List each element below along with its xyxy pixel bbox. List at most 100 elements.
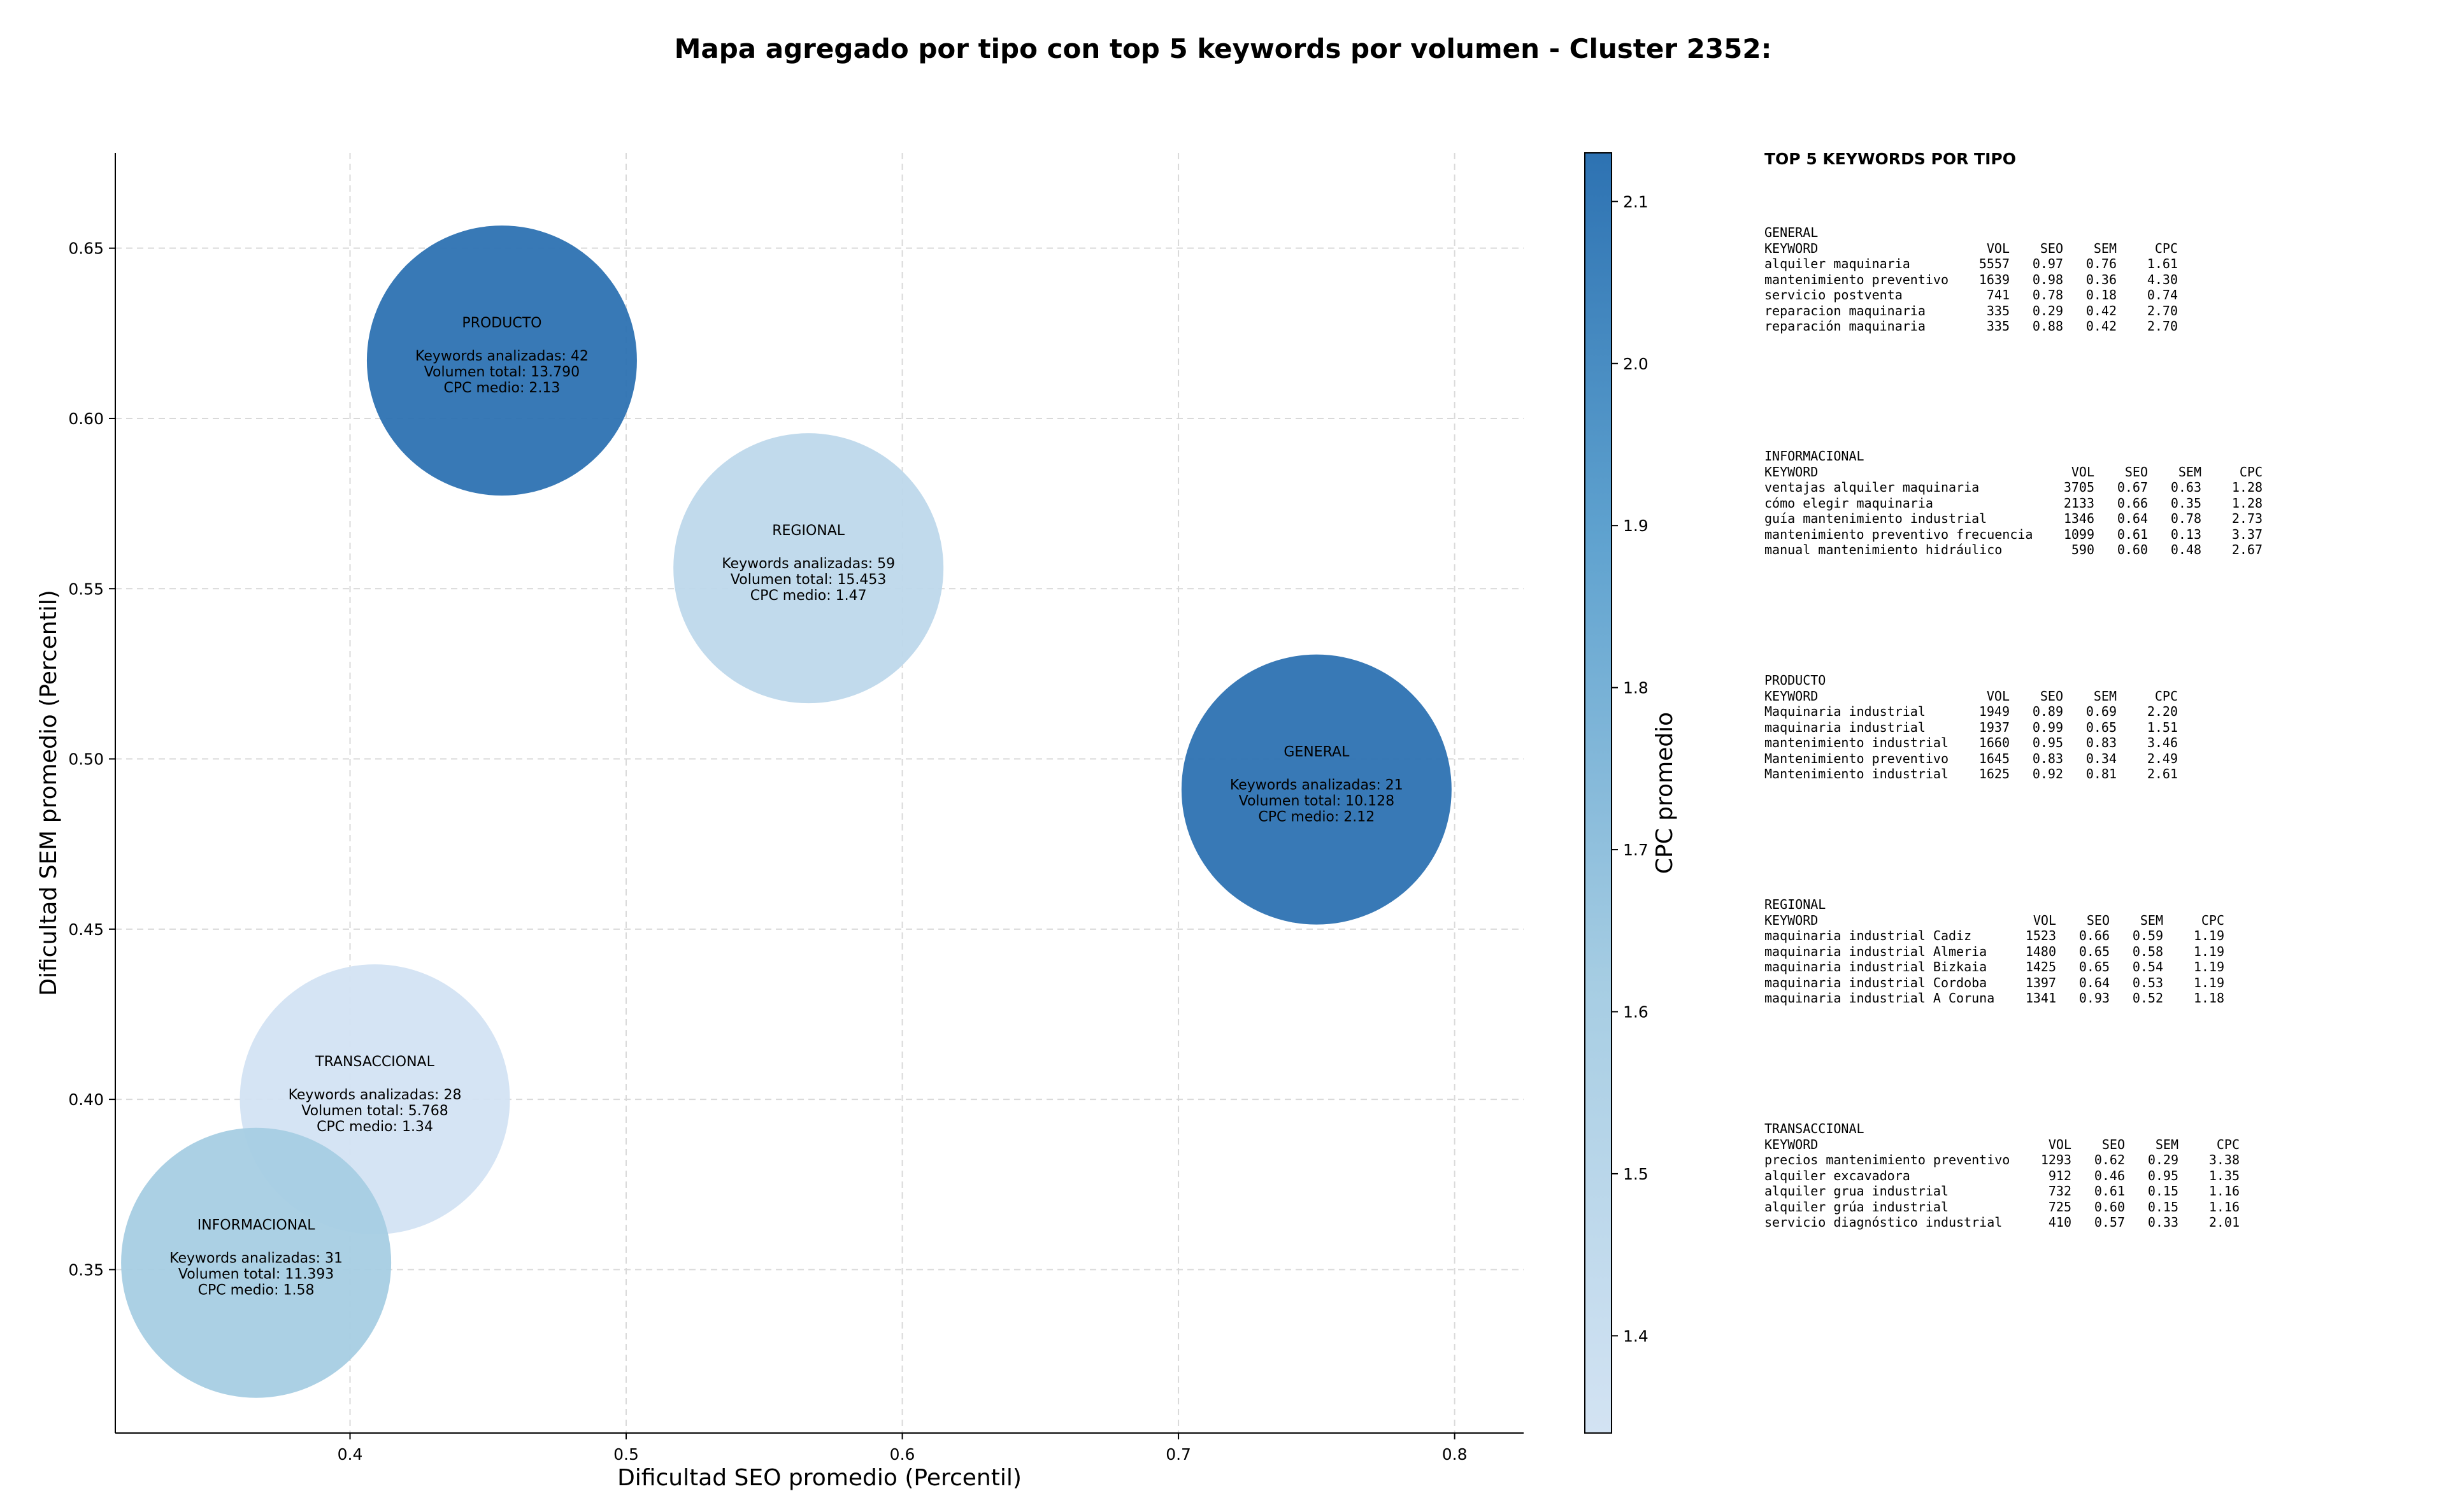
value-cell: 0.61 [2117,526,2148,542]
value-cell: 0.59 [2132,928,2163,943]
keyword-cell: ventajas alquiler maquinaria [1764,480,1980,495]
value-cell: 0.15 [2147,1199,2178,1215]
value-cell: 1.35 [2208,1167,2240,1183]
value-cell: VOL [1986,688,2010,704]
keyword-cell: Maquinaria industrial [1764,704,1926,719]
x-tick-label: 0.6 [890,1445,915,1464]
value-cell: CPC [2239,464,2263,480]
value-cell: 0.67 [2117,480,2148,495]
keyword-group-regional: REGIONAL KEYWORD VOL SEO SEM CPC maquinaria in… [1764,897,2224,1006]
keyword-cell: mantenimiento industrial [1764,735,1949,750]
keyword-cell: cómo elegir maquinaria [1764,495,1933,511]
bubble-regional [673,433,944,704]
value-cell: 732 [2048,1183,2071,1199]
x-axis-label: Dificultad SEO promedio (Percentil) [617,1465,1022,1491]
value-cell: 335 [1986,303,2010,318]
value-cell: 1.51 [2147,719,2178,735]
value-cell: 1660 [1978,735,2010,750]
bubble-annotation-line: CPC medio: 1.34 [317,1119,433,1135]
value-cell: 0.33 [2147,1215,2178,1230]
keyword-cell: maquinaria industrial Bizkaia [1764,959,1987,974]
bubble-annotation-line: Volumen total: 10.128 [1239,794,1394,809]
bubble-label: TRANSACCIONAL [315,1054,434,1070]
value-cell: VOL [2033,912,2056,928]
value-cell: 3705 [2063,480,2094,495]
y-tick-label: 0.65 [68,239,104,258]
value-cell: 0.65 [2078,959,2110,974]
value-cell: 0.92 [2032,766,2063,781]
colorbar-tick-label: 2.0 [1623,355,1649,373]
keyword-cell: Mantenimiento industrial [1764,766,1949,781]
bubble-general [1181,654,1452,925]
keyword-group-name: TRANSACCIONAL [1764,1121,1864,1136]
value-cell: 590 [2071,542,2094,557]
y-tick-label: 0.50 [68,750,104,769]
value-cell: 1.19 [2193,943,2224,959]
value-cell: 1.19 [2193,974,2224,990]
value-cell: 1293 [2040,1152,2071,1167]
bubble-annotation-line: CPC medio: 1.47 [750,588,867,604]
value-cell: 0.64 [2078,974,2110,990]
colorbar-gradient [1584,152,1612,1434]
x-tick-label: 0.8 [1442,1445,1468,1464]
value-cell: SEM [2155,1136,2178,1152]
keyword-row: Mantenimiento preventivo 1645 0.83 0.34 2.49 [1764,751,2178,767]
keyword-group-informacional: INFORMACIONAL KEYWORD VOL SEO SEM CPC ventajas… [1764,448,2263,558]
keyword-table-header: KEYWORD VOL SEO SEM CPC [1764,464,2263,480]
value-cell: 1.28 [2231,495,2263,511]
keyword-cell: precios mantenimiento preventivo [1764,1152,2010,1167]
keyword-row: alquiler maquinaria 5557 0.97 0.76 1.61 [1764,256,2178,272]
value-cell: 5557 [1978,256,2010,271]
value-cell: 1397 [2025,974,2056,990]
keyword-cell: maquinaria industrial Almeria [1764,943,1987,959]
value-cell: 0.83 [2085,735,2117,750]
bubble-annotation-line: Volumen total: 5.768 [301,1103,448,1119]
value-cell: 2.01 [2208,1215,2240,1230]
bubble-label: INFORMACIONAL [197,1218,316,1234]
keyword-group-transaccional: TRANSACCIONAL KEYWORD VOL SEO SEM CPC precios … [1764,1121,2240,1230]
value-cell: 0.88 [2032,318,2063,334]
value-cell: 0.42 [2085,303,2117,318]
value-cell: CPC [2154,688,2178,704]
keyword-row: precios mantenimiento preventivo 1293 0.62… [1764,1152,2240,1168]
keyword-row: maquinaria industrial 1937 0.99 0.65 1.51 [1764,720,2178,736]
value-cell: 0.76 [2085,256,2117,271]
value-cell: VOL [2048,1136,2071,1152]
value-cell: 0.98 [2032,271,2063,287]
value-cell: VOL [1986,240,2010,256]
value-cell: 2.20 [2147,704,2178,719]
value-cell: SEM [2178,464,2201,480]
keyword-group-general: GENERAL KEYWORD VOL SEO SEM CPC alquiler maqui… [1764,225,2178,334]
bubble-annotation-line: Volumen total: 15.453 [731,572,886,588]
value-cell: 1.19 [2193,928,2224,943]
value-cell: 0.15 [2147,1183,2178,1199]
value-cell: SEM [2093,240,2117,256]
value-cell: 0.69 [2085,704,2117,719]
keyword-group-name: REGIONAL [1764,897,1826,912]
value-cell: SEM [2140,912,2163,928]
value-cell: 0.18 [2085,287,2117,303]
keyword-row: maquinaria industrial Almeria 1480 0.65 0.5… [1764,944,2224,960]
value-cell: CPC [2154,240,2178,256]
keyword-cell: KEYWORD [1764,240,1819,256]
value-cell: 2.73 [2231,511,2263,526]
value-cell: 1937 [1978,719,2010,735]
bubble-annotation-line: Keywords analizadas: 42 [415,348,589,364]
keyword-row: mantenimiento industrial 1660 0.95 0.83 3.46 [1764,735,2178,751]
value-cell: 0.74 [2147,287,2178,303]
value-cell: 0.78 [2170,511,2201,526]
value-cell: 0.60 [2094,1199,2125,1215]
keyword-row: maquinaria industrial Bizkaia 1425 0.65 0.5… [1764,959,2224,975]
value-cell: 0.29 [2147,1152,2178,1167]
colorbar-tick-label: 2.1 [1623,192,1649,211]
value-cell: 0.65 [2085,719,2117,735]
bubble-annotation-line: CPC medio: 2.13 [444,380,561,396]
value-cell: 1.18 [2193,990,2224,1006]
value-cell: 0.93 [2078,990,2110,1006]
value-cell: 410 [2048,1215,2071,1230]
value-cell: 1625 [1978,766,2010,781]
value-cell: 3.37 [2231,526,2263,542]
bubble-label: GENERAL [1284,745,1350,760]
keyword-cell: alquiler excavadora [1764,1167,1910,1183]
